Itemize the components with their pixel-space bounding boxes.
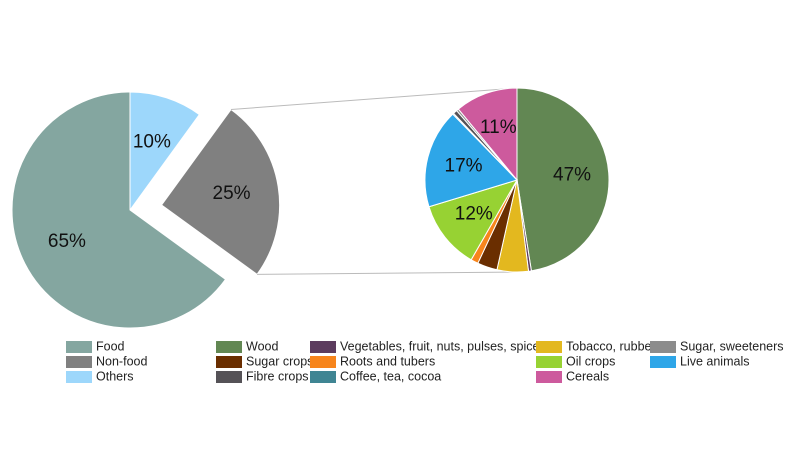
- data-label-wood: 47%: [553, 165, 591, 186]
- slice-food: [11, 91, 227, 329]
- legend-label: Sugar crops: [246, 354, 313, 368]
- legend-label: Oil crops: [566, 354, 615, 368]
- legend-label: Non-food: [96, 354, 147, 368]
- legend-item-tobacco-rubber: Tobacco, rubber: [536, 339, 656, 353]
- legend-swatch: [310, 356, 336, 368]
- data-label-food: 65%: [48, 231, 86, 252]
- data-label-cereals: 11%: [480, 117, 517, 138]
- legend-item-sugar-sweeteners: Sugar, sweeteners: [650, 339, 784, 353]
- legend-label: Others: [96, 369, 134, 383]
- legend-label: Fibre crops: [246, 369, 309, 383]
- legend-swatch: [310, 371, 336, 383]
- connector-line-bottom: [257, 271, 518, 275]
- legend-swatch: [536, 356, 562, 368]
- connector-line-top: [230, 87, 518, 111]
- legend-swatch: [650, 356, 676, 368]
- legend-item-non-food: Non-food: [66, 354, 147, 368]
- legend-item-vegetables-fruit-nuts-pulses-spices: Vegetables, fruit, nuts, pulses, spices: [310, 339, 546, 353]
- legend-swatch: [310, 341, 336, 353]
- data-label-others: 10%: [133, 132, 171, 153]
- slice-oil-crops: [428, 179, 519, 261]
- legend-item-coffee-tea-cocoa: Coffee, tea, cocoa: [310, 369, 441, 383]
- legend-swatch: [66, 341, 92, 353]
- legend-label: Vegetables, fruit, nuts, pulses, spices: [340, 339, 546, 353]
- legend-swatch: [536, 371, 562, 383]
- legend-item-wood: Wood: [216, 339, 278, 353]
- slice-others: [129, 91, 201, 212]
- legend-item-food: Food: [66, 339, 125, 353]
- legend-label: Tobacco, rubber: [566, 339, 656, 353]
- legend-swatch: [216, 356, 242, 368]
- legend-label: Coffee, tea, cocoa: [340, 369, 441, 383]
- legend-label: Cereals: [566, 369, 609, 383]
- legend-label: Live animals: [680, 354, 749, 368]
- legend-item-others: Others: [66, 369, 134, 383]
- slice-live-animals: [424, 113, 518, 208]
- data-label-oil-crops: 12%: [455, 203, 493, 224]
- slice-wood: [516, 87, 610, 272]
- legend-swatch: [66, 356, 92, 368]
- data-label-non-food: 25%: [213, 183, 251, 204]
- legend-item-fibre-crops: Fibre crops: [216, 369, 309, 383]
- legend-label: Sugar, sweeteners: [680, 339, 784, 353]
- legend-swatch: [216, 341, 242, 353]
- legend-label: Food: [96, 339, 125, 353]
- legend-swatch: [216, 371, 242, 383]
- legend-label: Wood: [246, 339, 278, 353]
- legend-label: Roots and tubers: [340, 354, 435, 368]
- legend-item-live-animals: Live animals: [650, 354, 749, 368]
- data-label-live-animals: 17%: [445, 155, 483, 176]
- slice-non-food: [160, 108, 281, 276]
- legend-swatch: [536, 341, 562, 353]
- legend-item-sugar-crops: Sugar crops: [216, 354, 313, 368]
- slice-cereals: [457, 87, 518, 182]
- legend-item-roots-and-tubers: Roots and tubers: [310, 354, 435, 368]
- legend-swatch: [66, 371, 92, 383]
- legend-swatch: [650, 341, 676, 353]
- legend-item-cereals: Cereals: [536, 369, 609, 383]
- legend-item-oil-crops: Oil crops: [536, 354, 615, 368]
